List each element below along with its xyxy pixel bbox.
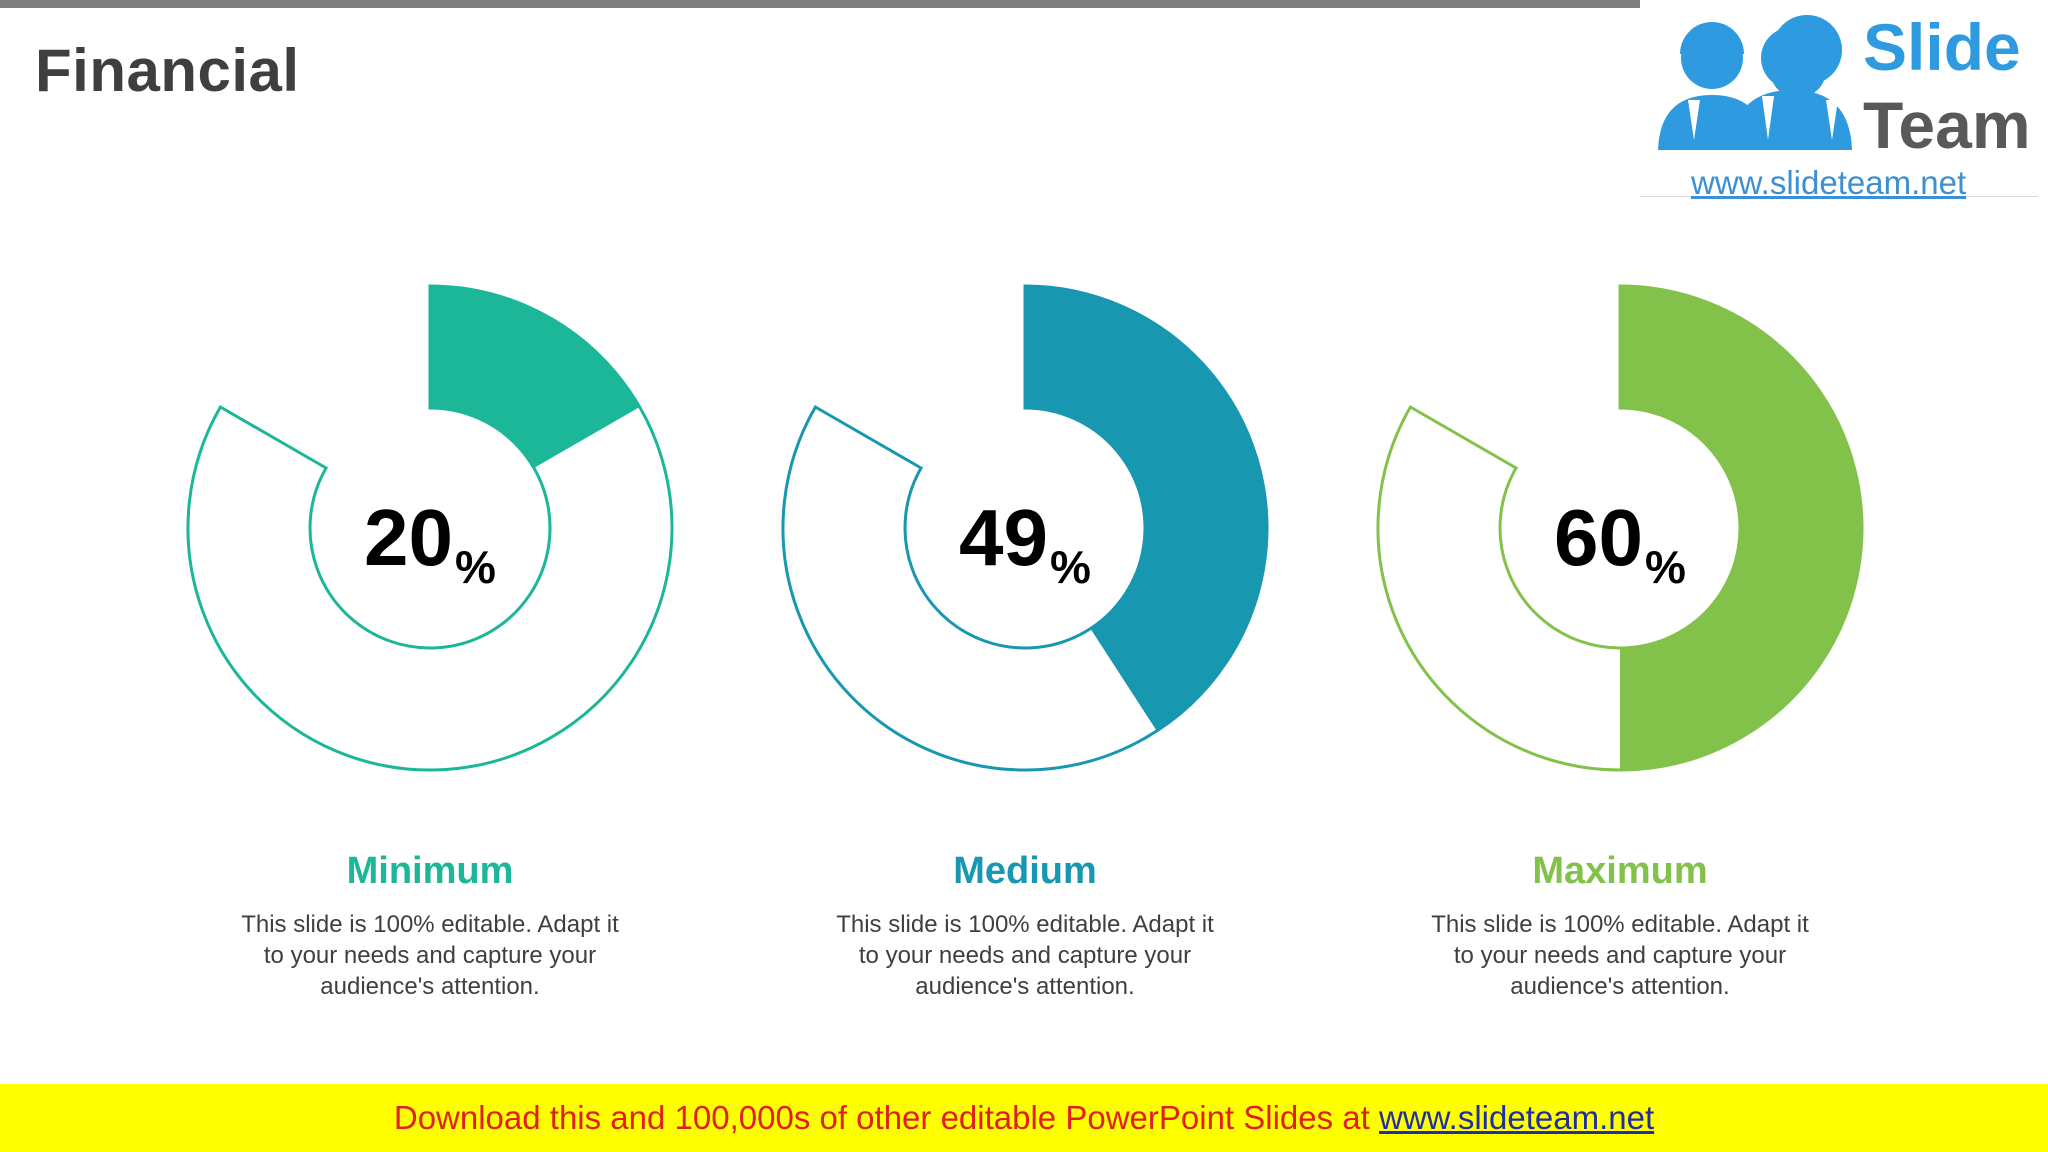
logo-url-link[interactable]: www.slideteam.net bbox=[1691, 164, 1967, 201]
gauge-minimum-value: 20% bbox=[180, 492, 680, 593]
top-bar bbox=[0, 0, 1640, 8]
label-maximum-description: This slide is 100% editable. Adapt it to… bbox=[1431, 911, 1809, 1000]
label-maximum-title: Maximum bbox=[1532, 850, 1708, 892]
gauge-maximum-value: 60% bbox=[1370, 492, 1870, 593]
gauge-minimum-track bbox=[186, 284, 674, 772]
gauge-medium-value: 49% bbox=[775, 492, 1275, 593]
gauge-medium-number: 49 bbox=[959, 493, 1049, 582]
footer-link[interactable]: www.slideteam.net bbox=[1379, 1099, 1655, 1136]
label-maximum: Maximum This slide is 100% editable. Ada… bbox=[1370, 850, 1870, 1002]
footer-banner: Download this and 100,000s of other edit… bbox=[0, 1084, 2048, 1152]
gauge-minimum-fill bbox=[430, 286, 640, 468]
gauge-medium-ring bbox=[781, 284, 1269, 772]
gauge-minimum-number: 20 bbox=[364, 493, 454, 582]
label-medium: Medium This slide is 100% editable. Adap… bbox=[775, 850, 1275, 1002]
label-medium-title: Medium bbox=[953, 850, 1097, 892]
people-icon bbox=[1658, 15, 1852, 150]
gauge-minimum: 20% bbox=[180, 270, 680, 790]
gauge-medium-unit: % bbox=[1050, 541, 1091, 593]
gauge-minimum-ring bbox=[186, 284, 674, 772]
slide-title: Financial bbox=[35, 37, 300, 104]
gauge-maximum-track bbox=[1376, 284, 1864, 772]
slideteam-logo[interactable]: Slide Team www.slideteam.net bbox=[1640, 0, 2038, 201]
logo-wordmark-team: Team bbox=[1863, 88, 2031, 162]
gauge-maximum-fill bbox=[1620, 286, 1862, 770]
gauge-minimum-unit: % bbox=[455, 541, 496, 593]
label-medium-description: This slide is 100% editable. Adapt it to… bbox=[836, 911, 1214, 1000]
gauge-maximum-number: 60 bbox=[1554, 493, 1644, 582]
gauge-medium-fill bbox=[1025, 286, 1268, 731]
footer-text: Download this and 100,000s of other edit… bbox=[393, 1099, 1379, 1136]
gauge-maximum-ring bbox=[1376, 284, 1864, 772]
gauge-maximum-unit: % bbox=[1645, 541, 1686, 593]
gauge-maximum: 60% bbox=[1370, 270, 1870, 790]
logo-wordmark-slide: Slide bbox=[1863, 10, 2021, 84]
label-minimum-description: This slide is 100% editable. Adapt it to… bbox=[241, 911, 619, 1000]
label-minimum-title: Minimum bbox=[346, 850, 514, 892]
gauge-medium: 49% bbox=[775, 270, 1275, 790]
label-minimum: Minimum This slide is 100% editable. Ada… bbox=[180, 850, 680, 1002]
